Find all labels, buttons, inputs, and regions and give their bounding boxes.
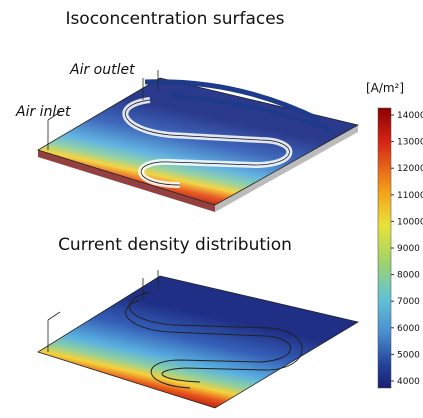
label: Air outlet [69, 62, 135, 78]
colorbar-tick-label: 10000 [397, 217, 423, 227]
colorbar-tick-label: 9000 [397, 244, 420, 254]
colorbar-tick-label: 11000 [397, 191, 423, 201]
title: Current density distribution [58, 235, 292, 255]
colorbar-tick-label: 14000 [397, 111, 423, 121]
colorbar-tick-label: 4000 [397, 377, 420, 387]
colorbar-tick-label: 12000 [397, 164, 423, 174]
colorbar [378, 108, 391, 388]
figure: Isoconcentration surfaces Air outlet Air… [0, 0, 423, 418]
label: Air inlet [15, 104, 71, 120]
plate-bottom [38, 270, 358, 408]
colorbar-tick-label: 5000 [397, 350, 420, 360]
title: Isoconcentration surfaces [65, 9, 284, 29]
colorbar-tick-label: 7000 [397, 297, 420, 307]
colorbar-tick-label: 8000 [397, 271, 420, 281]
colorbar-tick-label: 13000 [397, 138, 423, 148]
colorbar-unit: [A/m²] [366, 81, 404, 95]
colorbar-tick-label: 6000 [397, 324, 420, 334]
plate-top [38, 70, 358, 212]
colorbar-ticks: 14000 13000 12000 11000 10000 9000 8000 7000 600… [391, 111, 423, 387]
